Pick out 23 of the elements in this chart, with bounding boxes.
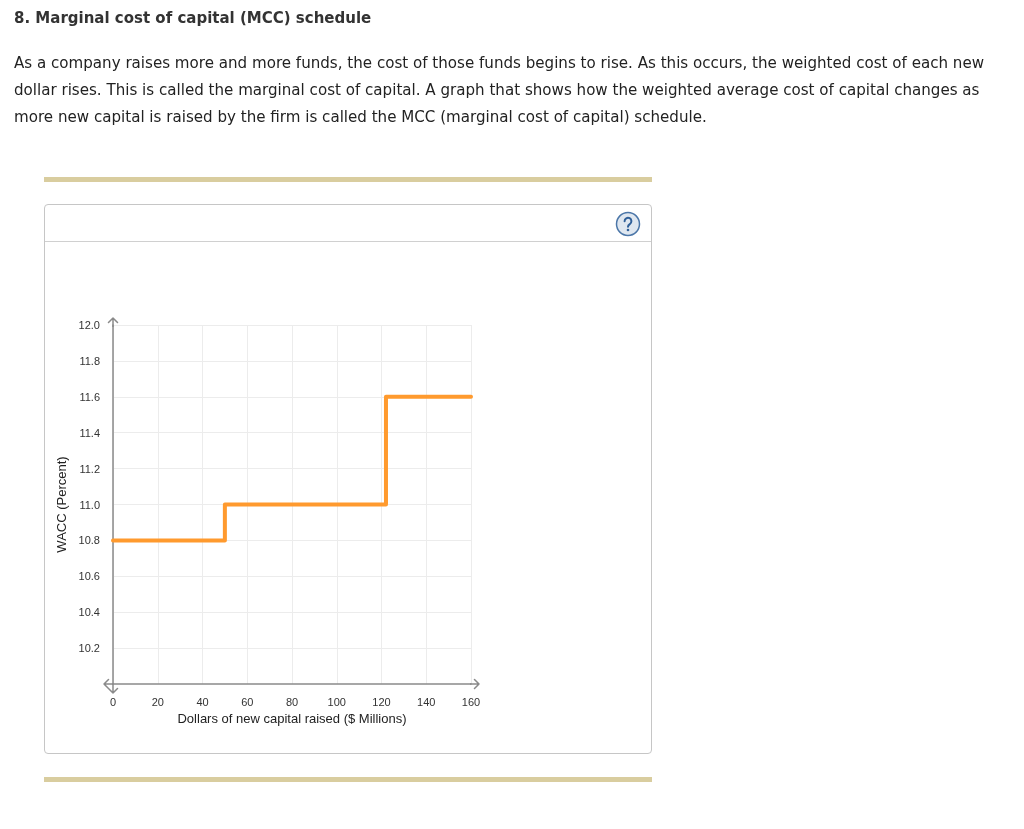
- x-tick-label: 0: [109, 695, 117, 708]
- y-tick-label: 11.4: [79, 426, 100, 439]
- chart-subtitle: As a company raises more and more funds, the cost of those funds begins to rise. As this occurs, the weighted cost of each new dollar rises. This is called the marginal cost of capital. A graph that shows how the weighted average cost of capital changes as more new capital is raised by the firm is called the MCC (marginal cost of capital) schedule.: [14, 53, 986, 128]
- x-tick-label: 120: [372, 695, 391, 708]
- x-tick-label: 40: [196, 695, 209, 708]
- x-tick-label: 20: [151, 695, 164, 708]
- y-tick-label: 10.2: [78, 642, 100, 655]
- x-tick-label: 80: [285, 695, 299, 708]
- x-tick-label: 160: [461, 695, 481, 708]
- x-tick-label: 60: [241, 695, 254, 708]
- x-axis-title: Dollars of new capital raised ($ Millions): [177, 711, 407, 726]
- y-tick-label: 10.6: [78, 570, 100, 583]
- y-tick-label: 12.0: [78, 319, 100, 331]
- y-tick-label: 11.0: [79, 498, 100, 511]
- y-axis-title: WACC (Percent): [53, 456, 69, 553]
- y-tick-label: 11.8: [79, 354, 100, 367]
- x-tick-label: 100: [327, 695, 346, 708]
- y-tick-label: 10.4: [78, 606, 100, 619]
- x-tick-label: 140: [417, 695, 436, 708]
- chart-title: 8. Marginal cost of capital (MCC) schedule: [14, 9, 372, 27]
- y-tick-label: 11.6: [79, 390, 100, 403]
- y-tick-label: 10.8: [78, 534, 100, 547]
- y-tick-label: 11.2: [79, 462, 100, 475]
